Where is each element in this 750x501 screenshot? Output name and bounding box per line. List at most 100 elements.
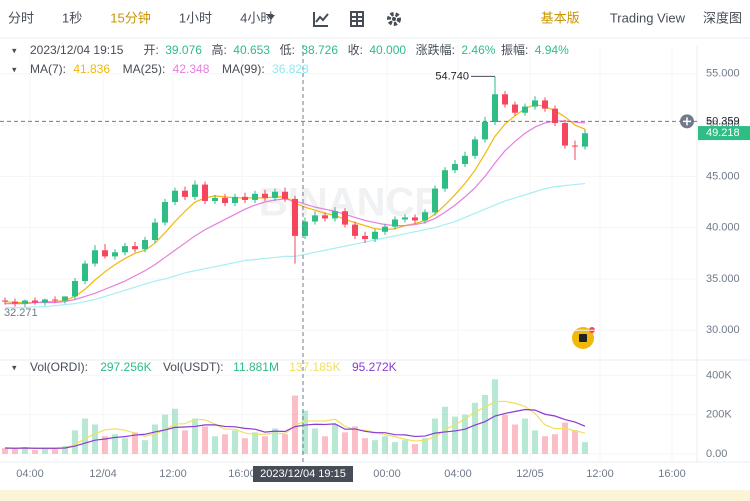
candle-body: [342, 211, 348, 225]
view-tab[interactable]: 基本版: [541, 10, 580, 25]
candle-body: [442, 170, 448, 189]
legend-text: MA(25):: [123, 62, 166, 76]
timeframe-tab[interactable]: 4小时: [240, 10, 273, 25]
volume-bar: [82, 418, 88, 454]
view-tab[interactable]: Trading View: [610, 10, 686, 25]
volume-bar: [372, 440, 378, 454]
volume-bar: [332, 424, 338, 454]
legend-text: 42.348: [173, 62, 210, 76]
vol-tick-label: 400K: [706, 369, 732, 381]
volume-bar: [272, 428, 278, 454]
candle-body: [502, 94, 508, 105]
timeframe-tab[interactable]: 分时: [8, 10, 34, 25]
volume-bar: [362, 438, 368, 454]
x-tick-label: 04:00: [16, 468, 44, 480]
y-tick-label: 55.000: [706, 68, 740, 80]
x-tick-label: 04:00: [444, 468, 472, 480]
vol-tick-label: 200K: [706, 409, 732, 421]
legend-text: 39.076: [165, 43, 202, 57]
candle-body: [452, 164, 458, 171]
last-price-tag: [698, 126, 750, 141]
volume-bar: [312, 428, 318, 454]
volume-bar: [12, 449, 18, 454]
x-tick-label: 12/04: [89, 468, 117, 480]
dropdown-arrow[interactable]: [267, 15, 275, 20]
volume-bar: [192, 418, 198, 454]
collapse-arrow[interactable]: ▾: [12, 64, 17, 74]
timeframe-tab[interactable]: 1小时: [179, 10, 212, 25]
legend-text: 11.881M: [233, 360, 279, 374]
y-tick-label: 35.000: [706, 273, 740, 285]
candle-body: [522, 106, 528, 113]
indicator-icon[interactable]: [313, 12, 329, 27]
x-tick-label: 12/05: [516, 468, 544, 480]
candle-body: [122, 246, 128, 253]
volume-bar: [252, 432, 258, 454]
candle-body: [102, 250, 108, 257]
candle-body: [262, 193, 268, 198]
candle-body: [22, 300, 28, 304]
candle-body: [292, 198, 298, 236]
volume-ma-line: [4, 408, 586, 449]
volume-bar: [2, 448, 8, 454]
candle-body: [412, 217, 418, 221]
timeframe-tab[interactable]: 15分钟: [110, 10, 150, 25]
candle-body: [182, 190, 188, 197]
volume-bar: [382, 436, 388, 454]
candle-body: [432, 188, 438, 213]
volume-bar: [322, 436, 328, 454]
volume-bar: [52, 449, 58, 454]
candle-body: [142, 239, 148, 250]
volume-bar: [302, 410, 308, 454]
candle-body: [202, 184, 208, 201]
volume-bar: [92, 424, 98, 454]
legend-text: 297.256K: [100, 360, 151, 374]
candle-body: [572, 145, 578, 147]
candle-body: [32, 300, 38, 303]
volume-bar: [502, 414, 508, 454]
candle-body: [512, 104, 518, 113]
volume-bar: [162, 414, 168, 454]
candle-body: [242, 196, 248, 200]
volume-bar: [282, 434, 288, 454]
candle-body: [252, 193, 258, 200]
candle-body: [282, 191, 288, 199]
volume-bar: [402, 440, 408, 454]
candle-body: [552, 108, 558, 123]
candle-body: [212, 197, 218, 201]
volume-bar: [152, 424, 158, 454]
view-tab[interactable]: 深度图: [703, 10, 742, 25]
y-tick-label: 45.000: [706, 170, 740, 182]
candle-body: [492, 94, 498, 122]
toolbar-icons: [267, 11, 401, 27]
collapse-arrow[interactable]: ▾: [12, 362, 17, 372]
volume-bar: [42, 448, 48, 454]
candle-body: [392, 219, 398, 227]
volume-bar: [392, 442, 398, 454]
volume-bar: [542, 436, 548, 454]
legend-text: 振幅:: [501, 42, 528, 57]
y-tick-label: 40.000: [706, 222, 740, 234]
legend-text: 2.46%: [461, 43, 495, 57]
last-price: 49.218: [706, 127, 740, 139]
volume-bar: [262, 436, 268, 454]
candle-body: [42, 299, 48, 303]
timeframe-tab[interactable]: 1秒: [62, 10, 82, 25]
settings-icon[interactable]: [387, 12, 401, 26]
candle-body: [92, 250, 98, 264]
collapse-arrow[interactable]: ▾: [12, 45, 17, 55]
candle-body: [12, 301, 18, 304]
candle-body: [532, 100, 538, 107]
notice-banner[interactable]: [0, 490, 750, 501]
legend-text: 40.653: [233, 43, 270, 57]
x-tick-label: 16:00: [228, 468, 256, 480]
candle-body: [422, 212, 428, 221]
volume-bar: [172, 408, 178, 454]
volume-bar: [122, 438, 128, 454]
volume-bar: [22, 447, 28, 454]
legend-text: 40.000: [369, 43, 406, 57]
x-tick-label: 12:00: [586, 468, 614, 480]
volume-bar: [342, 432, 348, 454]
legend-text: Vol(USDT):: [163, 360, 224, 374]
